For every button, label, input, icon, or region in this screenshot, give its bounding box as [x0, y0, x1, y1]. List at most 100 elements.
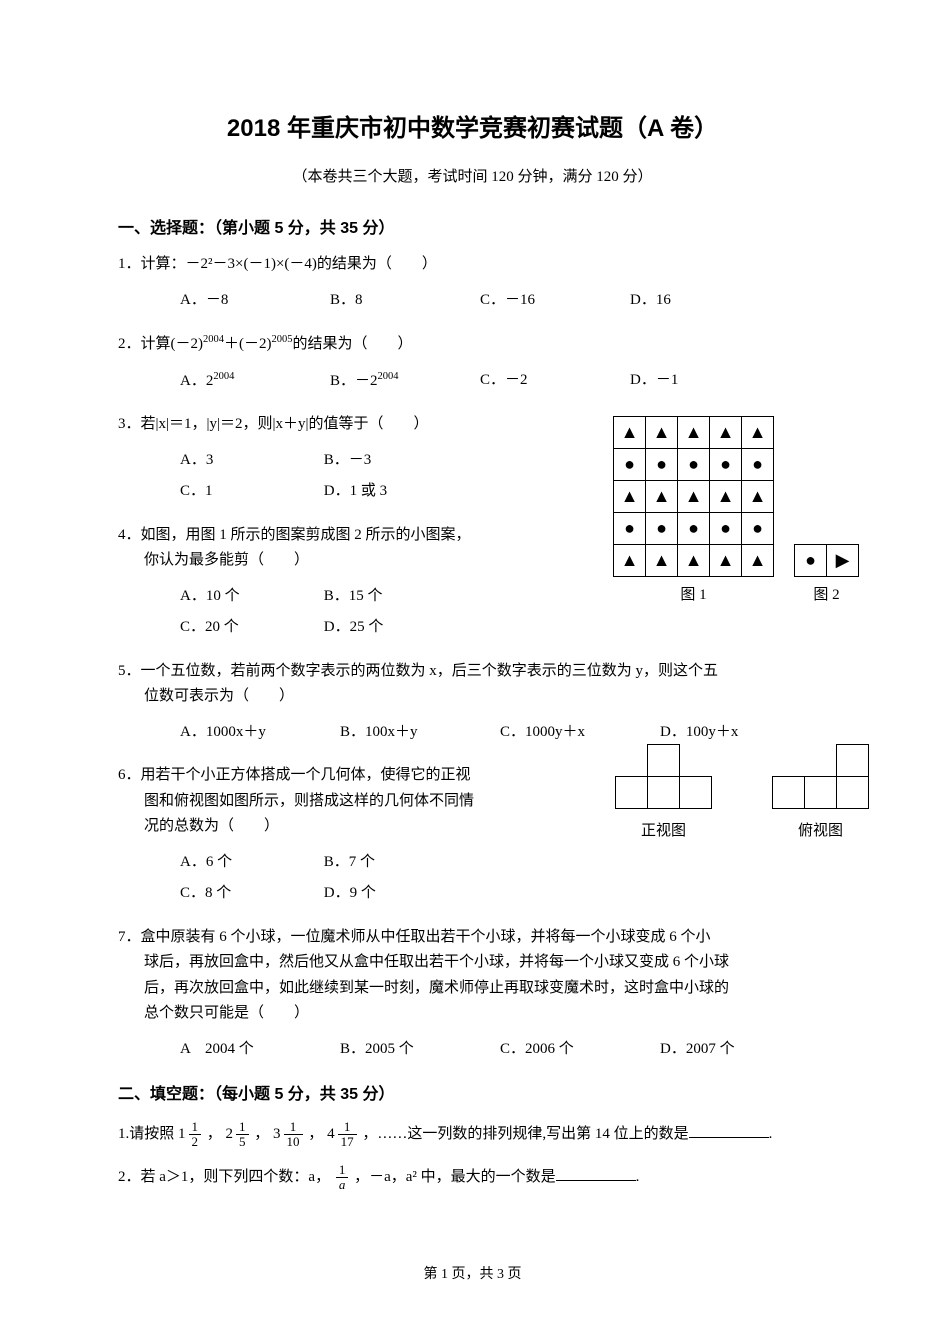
- grid-cell: ▲: [646, 481, 678, 513]
- q4-opt-B: B．15 个: [324, 584, 464, 610]
- q7-opt-A: A 2004 个: [180, 1037, 340, 1063]
- grid-cell: ▲: [614, 417, 646, 449]
- q1-opt-B: B．8: [330, 288, 480, 314]
- q6-opt-C: C．8 个: [180, 881, 320, 907]
- f1-pre: 1.请按照: [118, 1126, 178, 1142]
- q6-front-view: 正视图: [615, 744, 712, 840]
- q1-stem: 1．计算：－2²－3×(－1)×(－4)的结果为（ ）: [118, 252, 827, 278]
- grid-cell: ●: [678, 449, 710, 481]
- f2-mid: ，－a，a² 中，最大的一个数是: [354, 1169, 556, 1185]
- q2-exp1: 2004: [203, 334, 224, 345]
- grid-cell: ▲: [646, 545, 678, 577]
- grid-cell: ▲: [614, 545, 646, 577]
- q2-opt-D: D．－1: [630, 368, 780, 395]
- q5-stem-l1: 5．一个五位数，若前两个数字表示的两位数为 x，后三个数字表示的三位数为 y，则…: [118, 663, 718, 679]
- q7-stem-l1: 7．盒中原装有 6 个小球，一位魔术师从中任取出若干个小球，并将每一个小球变成 …: [118, 929, 711, 945]
- page-subtitle: （本卷共三个大题，考试时间 120 分钟，满分 120 分）: [118, 165, 827, 186]
- f1-end: .: [769, 1126, 773, 1142]
- q5-opt-D: D．100y＋x: [660, 720, 820, 746]
- fill-2: 2．若 a＞1，则下列四个数：a， 1a ，－a，a² 中，最大的一个数是.: [118, 1161, 827, 1194]
- grid-cell: ▲: [646, 417, 678, 449]
- f1-post: ，……这一列数的排列规律,写出第 14 位上的数是: [362, 1126, 688, 1142]
- q7-stem-l4: 总个数只可能是（ ）: [118, 1001, 827, 1027]
- q3-opt-C: C．1: [180, 479, 320, 505]
- q6-opt-D: D．9 个: [324, 881, 464, 907]
- grid-cell: ●: [710, 513, 742, 545]
- grid-cell: ●: [795, 545, 827, 577]
- q7-opt-C: C．2006 个: [500, 1037, 660, 1063]
- grid-cell: ▲: [710, 481, 742, 513]
- grid-cell: ●: [742, 449, 774, 481]
- q1-opt-C: C．－16: [480, 288, 630, 314]
- q7-stem-l3: 后，再次放回盒中，如此继续到某一时刻，魔术师停止再取球变魔术时，这时盒中小球的: [118, 976, 827, 1002]
- grid-cell: ●: [646, 513, 678, 545]
- q2-stem-pre: 2．计算(－2): [118, 336, 203, 352]
- grid-cell: ▶: [827, 545, 859, 577]
- q4-opt-D: D．25 个: [324, 615, 464, 641]
- q5-opt-A: A．1000x＋y: [180, 720, 340, 746]
- q2-B-pre: B．－2: [330, 373, 378, 389]
- question-1: 1．计算：－2²－3×(－1)×(－4)的结果为（ ） A．－8 B．8 C．－…: [118, 252, 827, 313]
- q5-stem: 5．一个五位数，若前两个数字表示的两位数为 x，后三个数字表示的三位数为 y，则…: [118, 659, 827, 710]
- f1-mixed-4: 4117: [327, 1118, 359, 1151]
- grid-cell: ▲: [742, 545, 774, 577]
- q2-exp2: 2005: [272, 334, 293, 345]
- grid-cell: ▲: [710, 545, 742, 577]
- f1-mixed-3: 3110: [273, 1118, 305, 1151]
- grid-cell: ●: [614, 513, 646, 545]
- grid-cell: ●: [710, 449, 742, 481]
- f2-frac: 1a: [336, 1163, 349, 1191]
- q6-top-view: 俯视图: [772, 744, 869, 840]
- q4-fig1-label: 图 1: [613, 583, 774, 604]
- q4-stem-l1: 4．如图，用图 1 所示的图案剪成图 2 所示的小图案，: [118, 527, 471, 543]
- grid-cell: ▲: [742, 417, 774, 449]
- q4-fig2-label: 图 2: [794, 583, 859, 604]
- q5-opt-C: C．1000y＋x: [500, 720, 660, 746]
- q7-opt-B: B．2005 个: [340, 1037, 500, 1063]
- q4-opt-C: C．20 个: [180, 615, 320, 641]
- grid-cell: ●: [678, 513, 710, 545]
- q4-figure-1: ▲▲▲▲▲●●●●●▲▲▲▲▲●●●●●▲▲▲▲▲ 图 1: [613, 416, 774, 604]
- q4-figure: ▲▲▲▲▲●●●●●▲▲▲▲▲●●●●●▲▲▲▲▲ 图 1 ●▶ 图 2: [613, 416, 859, 604]
- q2-A-pre: A．2: [180, 373, 213, 389]
- q2-opt-A: A．22004: [180, 368, 330, 395]
- q7-stem-l2: 球后，再放回盒中，然后他又从盒中任取出若干个小球，并将每一个小球又变成 6 个小…: [118, 950, 827, 976]
- q4-figure-2: ●▶ 图 2: [794, 544, 859, 604]
- section-2-header: 二、填空题：（每小题 5 分，共 35 分）: [118, 1080, 827, 1104]
- q6-opt-A: A．6 个: [180, 850, 320, 876]
- f1-mixed-1: 112: [178, 1118, 203, 1151]
- q7-opt-D: D．2007 个: [660, 1037, 820, 1063]
- q1-opt-A: A．－8: [180, 288, 330, 314]
- page-footer: 第 1 页，共 3 页: [0, 1263, 945, 1283]
- grid-cell: ▲: [710, 417, 742, 449]
- q6-top-label: 俯视图: [772, 819, 869, 840]
- q2-B-exp: 2004: [378, 371, 399, 382]
- q7-stem: 7．盒中原装有 6 个小球，一位魔术师从中任取出若干个小球，并将每一个小球变成 …: [118, 925, 827, 1027]
- grid-cell: ▲: [678, 545, 710, 577]
- grid-cell: ●: [742, 513, 774, 545]
- q2-A-exp: 2004: [213, 371, 234, 382]
- fill-1: 1.请按照 112 ， 215 ， 3110 ， 4117 ，……这一列数的排列…: [118, 1118, 827, 1151]
- q3-opt-A: A．3: [180, 448, 320, 474]
- grid-cell: ▲: [742, 481, 774, 513]
- f1-mixed-2: 215: [226, 1118, 251, 1151]
- q2-stem: 2．计算(－2)2004＋(－2)2005的结果为（ ）: [118, 331, 827, 358]
- question-5: 5．一个五位数，若前两个数字表示的两位数为 x，后三个数字表示的三位数为 y，则…: [118, 659, 827, 746]
- f2-pre: 2．若 a＞1，则下列四个数：a，: [118, 1169, 330, 1185]
- q6-opt-B: B．7 个: [324, 850, 464, 876]
- grid-cell: ●: [646, 449, 678, 481]
- q4-opt-A: A．10 个: [180, 584, 320, 610]
- q6-figure: 正视图 俯视图: [615, 744, 869, 840]
- q1-opt-D: D．16: [630, 288, 780, 314]
- q2-stem-post: 的结果为（ ）: [293, 336, 413, 352]
- q2-stem-mid: ＋(－2): [224, 336, 272, 352]
- q2-opt-B: B．－22004: [330, 368, 480, 395]
- q6-front-label: 正视图: [615, 819, 712, 840]
- q5-stem-l2: 位数可表示为（ ）: [118, 684, 827, 710]
- question-2: 2．计算(－2)2004＋(－2)2005的结果为（ ） A．22004 B．－…: [118, 331, 827, 394]
- q3-opt-D: D．1 或 3: [324, 479, 464, 505]
- grid-cell: ▲: [614, 481, 646, 513]
- q2-opt-C: C．－2: [480, 368, 630, 395]
- section-1-header: 一、选择题：（第小题 5 分，共 35 分）: [118, 214, 827, 238]
- grid-cell: ●: [614, 449, 646, 481]
